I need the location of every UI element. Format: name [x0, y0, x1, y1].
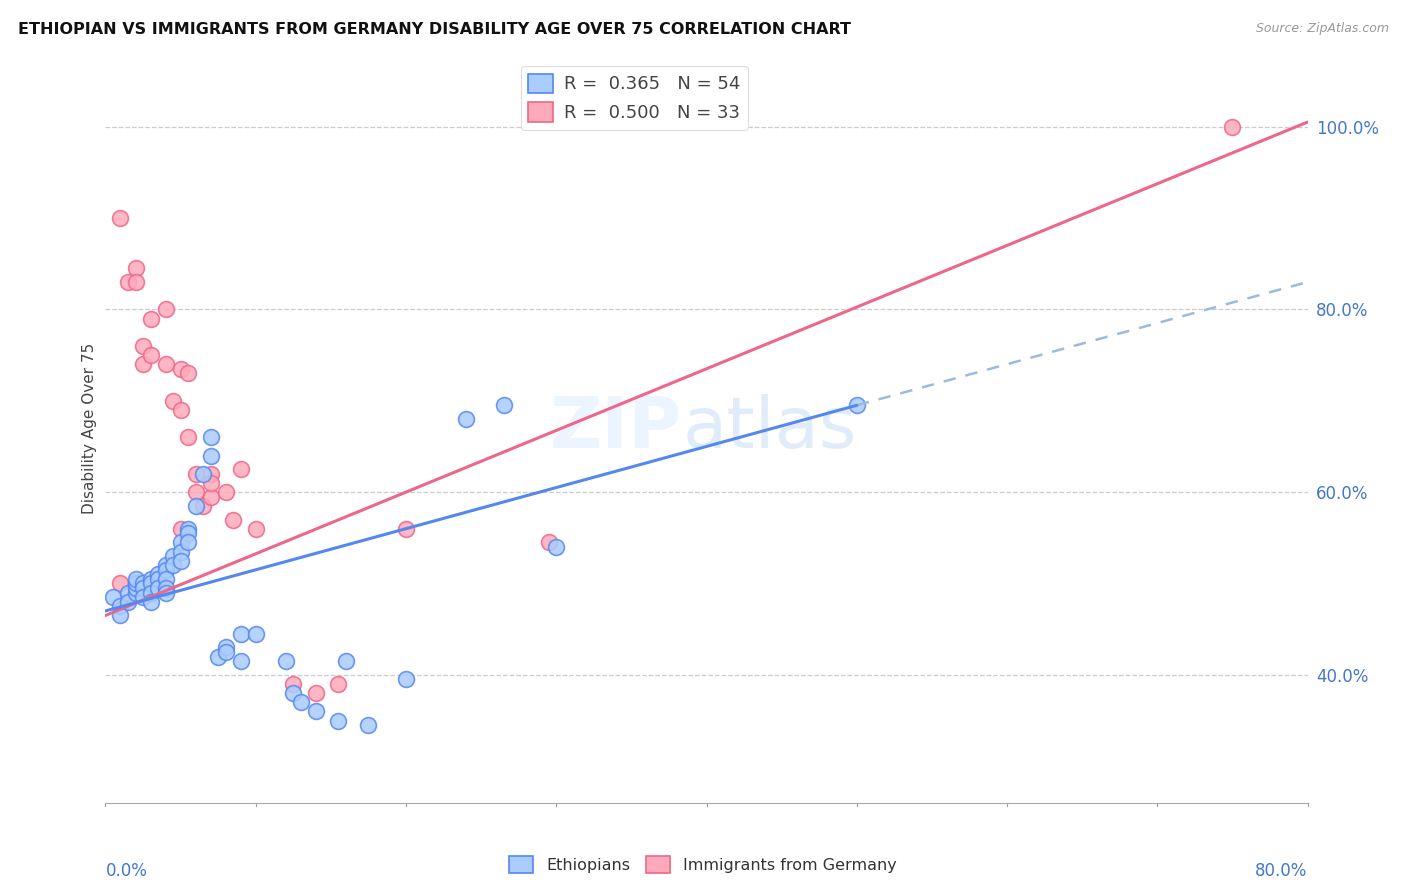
Point: [207, 649, 229, 664]
Point: [395, 673, 418, 687]
Point: [139, 576, 162, 591]
Point: [492, 398, 515, 412]
Point: [200, 490, 222, 504]
Point: [132, 581, 155, 595]
Point: [328, 714, 350, 728]
Point: [537, 535, 560, 549]
Point: [117, 595, 139, 609]
Point: [132, 591, 155, 605]
Point: [245, 522, 267, 536]
Point: [191, 499, 214, 513]
Point: [139, 585, 162, 599]
Point: [124, 576, 146, 591]
Point: [146, 581, 169, 595]
Point: [274, 654, 297, 668]
Point: [290, 695, 312, 709]
Point: [110, 608, 132, 623]
Text: atlas: atlas: [682, 393, 856, 463]
Point: [177, 430, 200, 444]
Point: [162, 393, 184, 408]
Point: [214, 485, 236, 500]
Point: [184, 467, 207, 481]
Point: [177, 526, 200, 541]
Y-axis label: Disability Age Over 75: Disability Age Over 75: [82, 343, 97, 514]
Point: [214, 640, 236, 655]
Point: [162, 549, 184, 563]
Point: [110, 211, 132, 225]
Point: [110, 599, 132, 614]
Point: [200, 430, 222, 444]
Point: [139, 572, 162, 586]
Point: [184, 485, 207, 500]
Point: [155, 558, 177, 573]
Point: [283, 686, 305, 700]
Point: [222, 512, 245, 526]
Text: 0.0%: 0.0%: [105, 863, 148, 880]
Point: [245, 626, 267, 640]
Point: [454, 412, 477, 426]
Point: [184, 499, 207, 513]
Point: [124, 581, 146, 595]
Point: [124, 261, 146, 276]
Point: [132, 357, 155, 371]
Point: [177, 522, 200, 536]
Point: [546, 540, 568, 554]
Text: 80.0%: 80.0%: [1256, 863, 1308, 880]
Point: [335, 654, 357, 668]
Point: [229, 462, 252, 476]
Point: [101, 591, 124, 605]
Point: [132, 576, 155, 591]
Point: [177, 535, 200, 549]
Point: [200, 467, 222, 481]
Legend: R =  0.365   N = 54, R =  0.500   N = 33: R = 0.365 N = 54, R = 0.500 N = 33: [520, 66, 748, 129]
Point: [283, 677, 305, 691]
Point: [214, 645, 236, 659]
Point: [177, 367, 200, 381]
Point: [155, 581, 177, 595]
Point: [139, 348, 162, 362]
Point: [229, 626, 252, 640]
Point: [1222, 120, 1244, 134]
Point: [139, 311, 162, 326]
Legend: Ethiopians, Immigrants from Germany: Ethiopians, Immigrants from Germany: [503, 849, 903, 880]
Point: [169, 361, 191, 376]
Point: [132, 339, 155, 353]
Point: [117, 585, 139, 599]
Point: [124, 585, 146, 599]
Point: [139, 595, 162, 609]
Point: [191, 467, 214, 481]
Point: [200, 475, 222, 490]
Text: ETHIOPIAN VS IMMIGRANTS FROM GERMANY DISABILITY AGE OVER 75 CORRELATION CHART: ETHIOPIAN VS IMMIGRANTS FROM GERMANY DIS…: [18, 22, 851, 37]
Point: [155, 357, 177, 371]
Point: [117, 275, 139, 289]
Point: [146, 567, 169, 582]
Point: [169, 522, 191, 536]
Point: [395, 522, 418, 536]
Text: Source: ZipAtlas.com: Source: ZipAtlas.com: [1256, 22, 1389, 36]
Point: [169, 544, 191, 558]
Point: [200, 449, 222, 463]
Point: [110, 576, 132, 591]
Point: [169, 554, 191, 568]
Point: [229, 654, 252, 668]
Point: [155, 563, 177, 577]
Point: [155, 572, 177, 586]
Point: [845, 398, 868, 412]
Point: [169, 535, 191, 549]
Point: [124, 275, 146, 289]
Point: [155, 302, 177, 317]
Point: [169, 403, 191, 417]
Point: [155, 585, 177, 599]
Point: [357, 718, 380, 732]
Point: [124, 572, 146, 586]
Point: [305, 705, 328, 719]
Point: [146, 572, 169, 586]
Point: [328, 677, 350, 691]
Point: [305, 686, 328, 700]
Point: [162, 558, 184, 573]
Text: ZIP: ZIP: [550, 393, 682, 463]
